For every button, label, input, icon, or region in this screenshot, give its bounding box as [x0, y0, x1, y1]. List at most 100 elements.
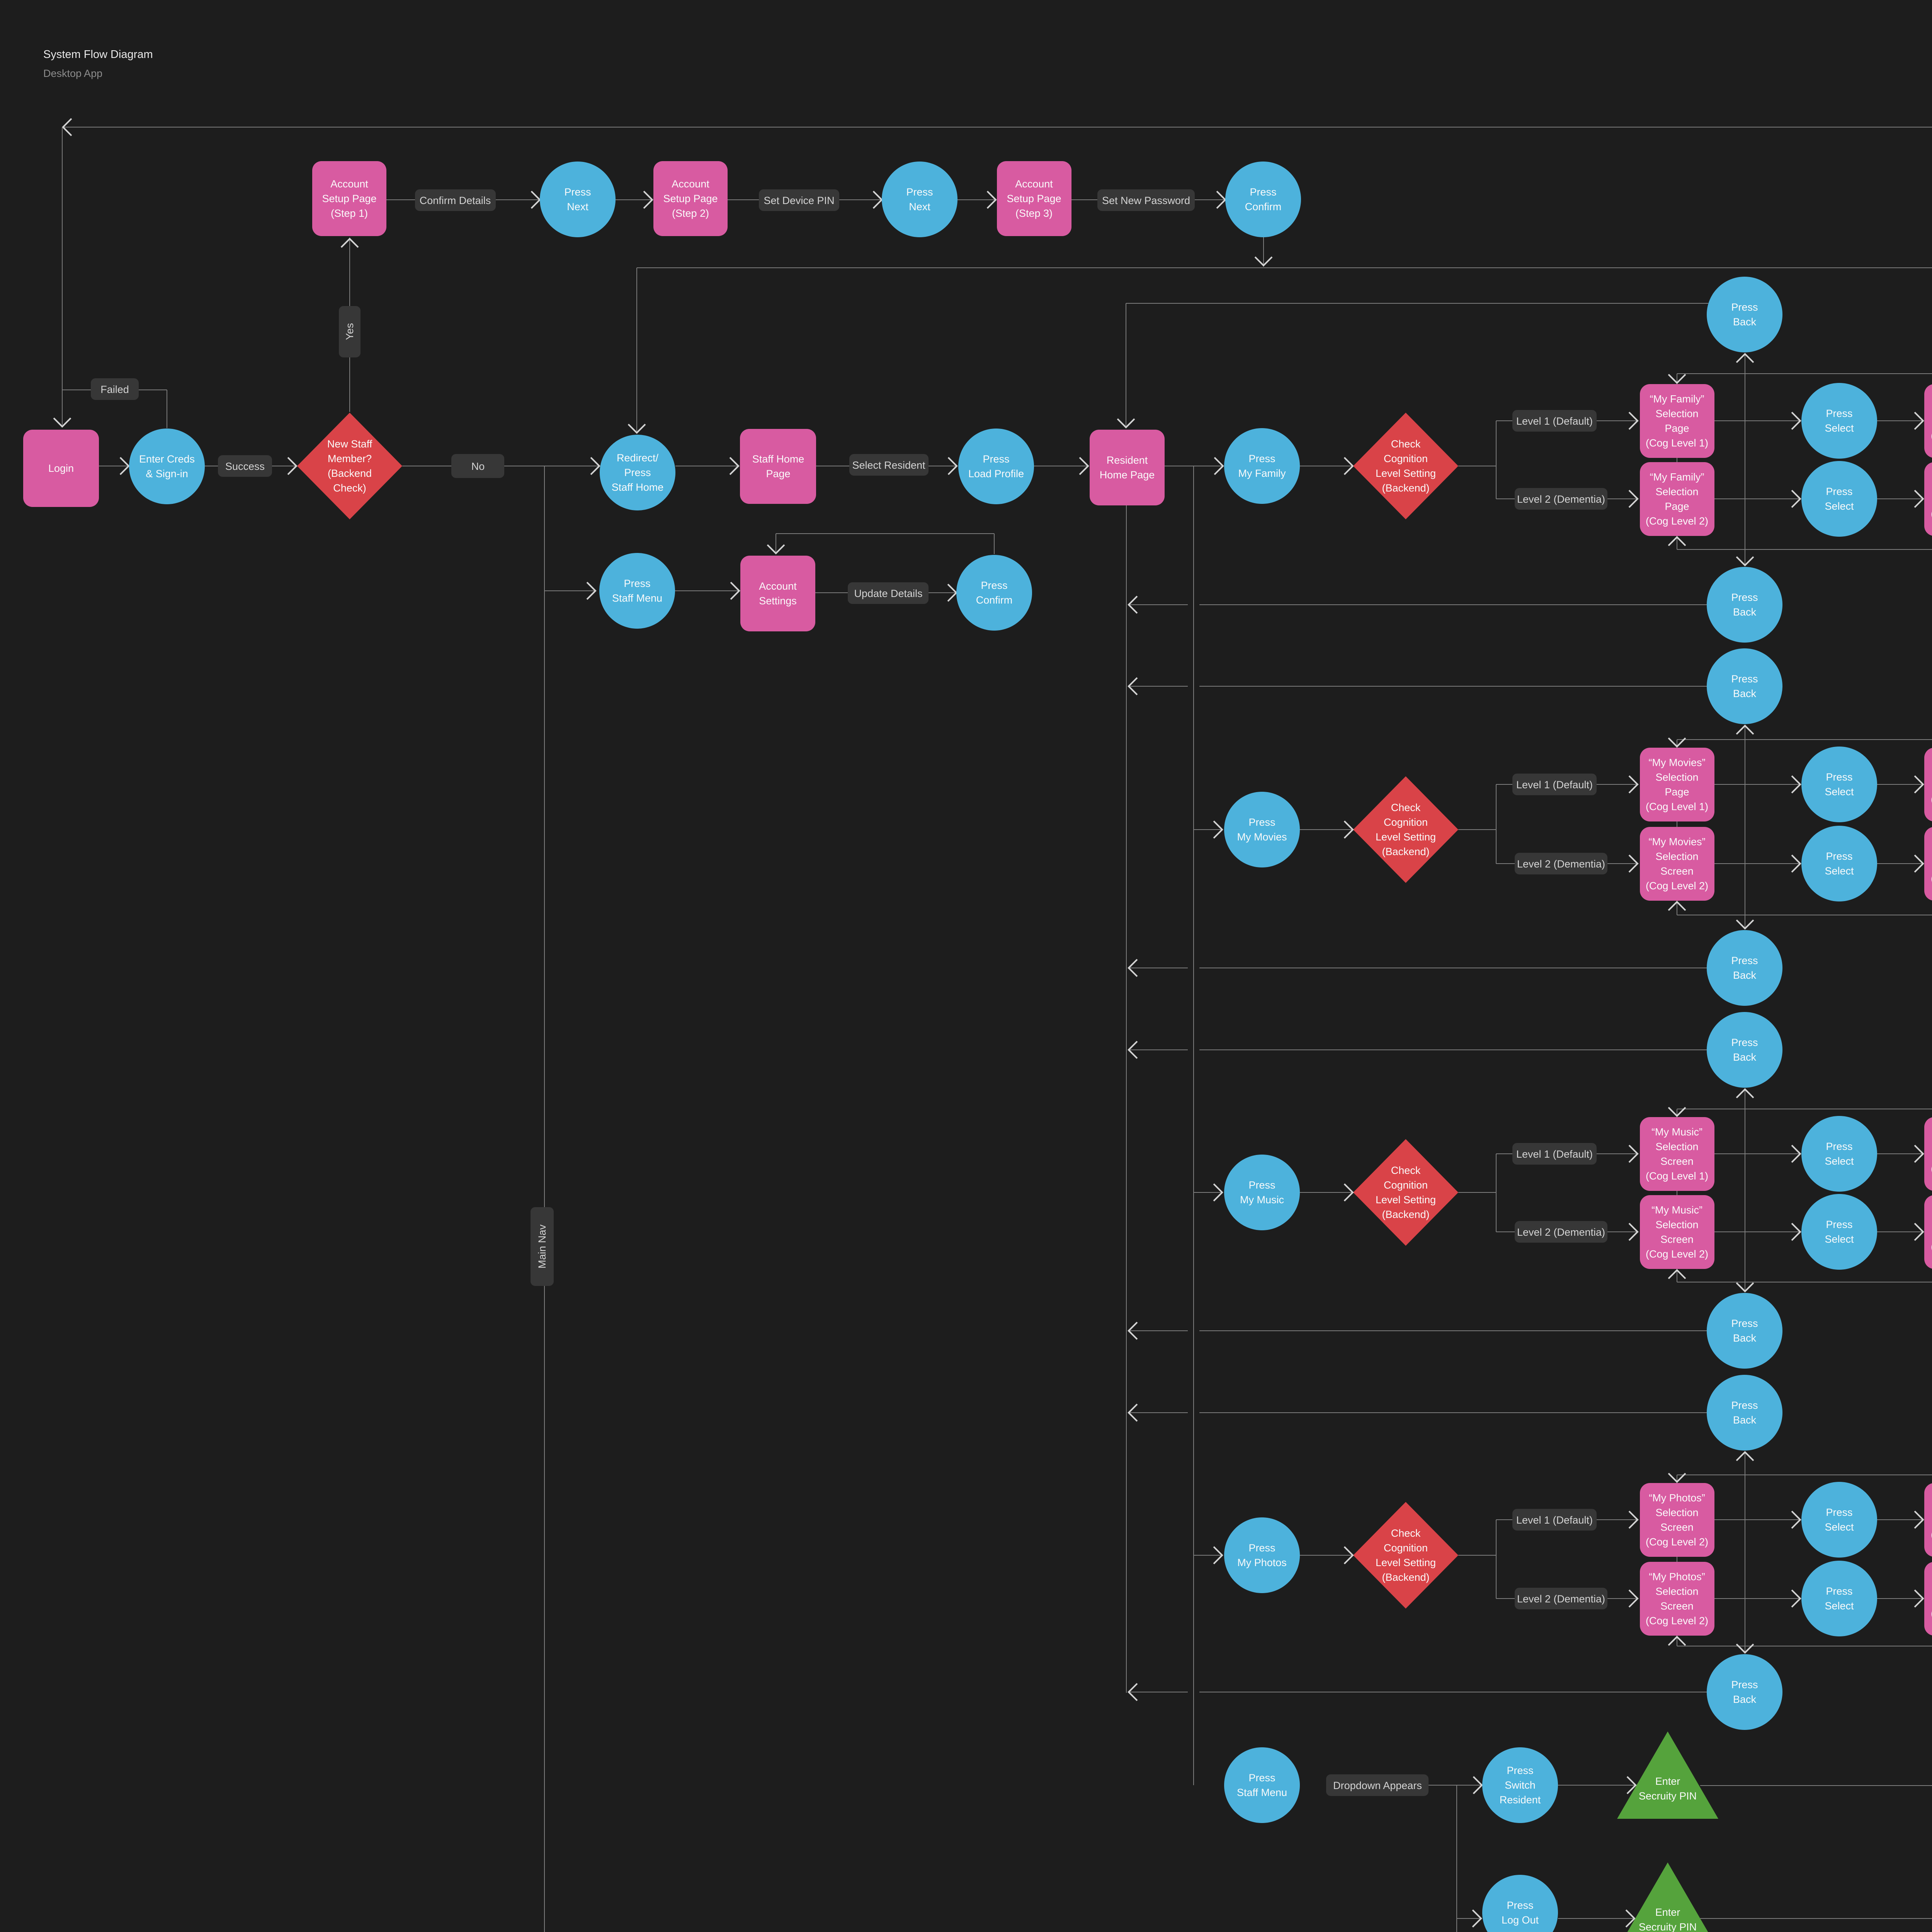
- svg-text:Selection: Selection: [1655, 772, 1698, 783]
- svg-text:(Cog Level 1): (Cog Level 1): [1646, 437, 1708, 449]
- svg-text:Level 2 (Dementia): Level 2 (Dementia): [1517, 1226, 1605, 1238]
- svg-text:(Step 1): (Step 1): [331, 207, 368, 219]
- svg-text:My Family: My Family: [1238, 468, 1286, 479]
- svg-text:(Cog Level 2): (Cog Level 2): [1931, 873, 1932, 884]
- svg-text:Press: Press: [1731, 955, 1758, 966]
- svg-text:Set Device PIN: Set Device PIN: [764, 195, 834, 206]
- svg-text:Screen: Screen: [1660, 1156, 1694, 1167]
- svg-text:(Cog Level 1): (Cog Level 1): [1646, 801, 1708, 813]
- svg-text:Press: Press: [1731, 1400, 1758, 1411]
- svg-text:(Cog Level 1): (Cog Level 1): [1931, 1163, 1932, 1175]
- svg-text:Member?: Member?: [328, 453, 372, 464]
- svg-text:Press: Press: [1826, 486, 1852, 497]
- svg-text:System Flow Diagram: System Flow Diagram: [43, 48, 153, 61]
- svg-text:Selection: Selection: [1655, 1507, 1698, 1519]
- svg-text:“My Family”: “My Family”: [1650, 393, 1704, 405]
- svg-text:(Backend: (Backend: [328, 468, 372, 479]
- svg-text:Cognition: Cognition: [1384, 453, 1428, 464]
- svg-text:Press: Press: [1250, 186, 1276, 198]
- svg-text:Back: Back: [1733, 316, 1757, 328]
- svg-text:Select: Select: [1825, 1233, 1854, 1245]
- svg-text:“My Movies”: “My Movies”: [1649, 757, 1706, 769]
- svg-text:Failed: Failed: [100, 384, 129, 395]
- svg-text:Press: Press: [1248, 1772, 1275, 1784]
- svg-text:Press: Press: [1826, 1141, 1852, 1152]
- svg-text:Press: Press: [1826, 1585, 1852, 1597]
- svg-text:Level 1 (Default): Level 1 (Default): [1516, 1148, 1593, 1160]
- svg-text:Level 1 (Default): Level 1 (Default): [1516, 415, 1593, 427]
- svg-text:Cognition: Cognition: [1384, 1542, 1428, 1554]
- svg-text:Level 1 (Default): Level 1 (Default): [1516, 779, 1593, 791]
- svg-text:& Sign-in: & Sign-in: [146, 468, 188, 480]
- svg-text:“My Movies”: “My Movies”: [1649, 836, 1706, 848]
- svg-text:Resident: Resident: [1107, 454, 1148, 466]
- svg-text:Staff Menu: Staff Menu: [612, 592, 662, 604]
- svg-text:Settings: Settings: [759, 595, 797, 607]
- svg-text:Check: Check: [1391, 1165, 1421, 1176]
- svg-text:Account: Account: [330, 178, 368, 190]
- svg-text:Page: Page: [766, 468, 790, 480]
- svg-text:My Movies: My Movies: [1237, 831, 1287, 843]
- svg-text:Setup Page: Setup Page: [322, 193, 376, 204]
- svg-text:My Music: My Music: [1240, 1194, 1284, 1206]
- svg-text:Check: Check: [1391, 1527, 1421, 1539]
- svg-text:Select: Select: [1825, 786, 1854, 798]
- svg-text:Confirm: Confirm: [976, 594, 1013, 606]
- svg-text:Cognition: Cognition: [1384, 1179, 1428, 1191]
- svg-text:Select: Select: [1825, 1521, 1854, 1533]
- svg-text:Enter: Enter: [1655, 1906, 1680, 1918]
- svg-text:Press: Press: [983, 453, 1009, 465]
- svg-text:Select: Select: [1825, 500, 1854, 512]
- svg-text:Page: Page: [1665, 786, 1689, 798]
- svg-text:Press: Press: [1248, 1542, 1275, 1554]
- svg-text:Press: Press: [1826, 771, 1852, 783]
- svg-text:“My Family”: “My Family”: [1650, 471, 1704, 483]
- svg-text:Press: Press: [624, 467, 651, 478]
- svg-text:Press: Press: [1731, 673, 1758, 685]
- svg-text:Resident: Resident: [1500, 1794, 1541, 1806]
- svg-text:Back: Back: [1733, 1414, 1757, 1426]
- svg-text:(Step 2): (Step 2): [672, 207, 709, 219]
- svg-text:“My Music”: “My Music”: [1651, 1126, 1702, 1138]
- svg-text:Cognition: Cognition: [1384, 816, 1428, 828]
- svg-text:Press: Press: [1507, 1765, 1533, 1776]
- svg-text:Confirm: Confirm: [1245, 201, 1282, 213]
- svg-text:Level Setting: Level Setting: [1376, 468, 1436, 479]
- svg-text:Press: Press: [624, 578, 650, 589]
- svg-text:My Photos: My Photos: [1237, 1557, 1287, 1568]
- svg-text:(Cog Level 2): (Cog Level 2): [1646, 515, 1708, 527]
- svg-text:Level Setting: Level Setting: [1376, 1194, 1436, 1206]
- svg-text:Press: Press: [1826, 850, 1852, 862]
- svg-text:Press: Press: [1826, 1219, 1852, 1230]
- svg-text:(Step 3): (Step 3): [1015, 207, 1053, 219]
- svg-text:(Cog Level 2): (Cog Level 2): [1646, 1248, 1708, 1260]
- svg-text:No: No: [471, 461, 485, 472]
- svg-text:Selection: Selection: [1655, 1586, 1698, 1597]
- svg-text:(Backend): (Backend): [1382, 1571, 1429, 1583]
- svg-text:Level 2 (Dementia): Level 2 (Dementia): [1517, 1593, 1605, 1605]
- svg-text:Level 2 (Dementia): Level 2 (Dementia): [1517, 493, 1605, 505]
- svg-text:Selection: Selection: [1655, 1141, 1698, 1153]
- svg-text:Back: Back: [1733, 688, 1757, 699]
- svg-text:Page: Page: [1665, 423, 1689, 434]
- svg-text:Enter: Enter: [1655, 1776, 1680, 1787]
- svg-text:Account: Account: [759, 580, 797, 592]
- svg-text:Screen: Screen: [1660, 1234, 1694, 1245]
- svg-text:Select: Select: [1825, 1155, 1854, 1167]
- svg-text:Desktop App: Desktop App: [43, 68, 102, 79]
- svg-text:Next: Next: [909, 201, 930, 213]
- svg-text:Login: Login: [48, 463, 74, 474]
- svg-text:(Cog Level 2): (Cog Level 2): [1931, 1241, 1932, 1253]
- svg-text:Press: Press: [1731, 1679, 1758, 1690]
- svg-text:Back: Back: [1733, 969, 1757, 981]
- svg-text:Back: Back: [1733, 1332, 1757, 1344]
- svg-text:Screen: Screen: [1660, 1600, 1694, 1612]
- svg-text:Press: Press: [1826, 1507, 1852, 1518]
- svg-text:Select: Select: [1825, 1600, 1854, 1612]
- svg-text:Check: Check: [1391, 802, 1421, 813]
- svg-text:Account: Account: [672, 178, 709, 190]
- svg-text:Switch: Switch: [1505, 1779, 1536, 1791]
- svg-text:Back: Back: [1733, 1694, 1757, 1705]
- svg-text:Staff Home: Staff Home: [752, 453, 804, 465]
- svg-text:Staff Menu: Staff Menu: [1237, 1787, 1287, 1798]
